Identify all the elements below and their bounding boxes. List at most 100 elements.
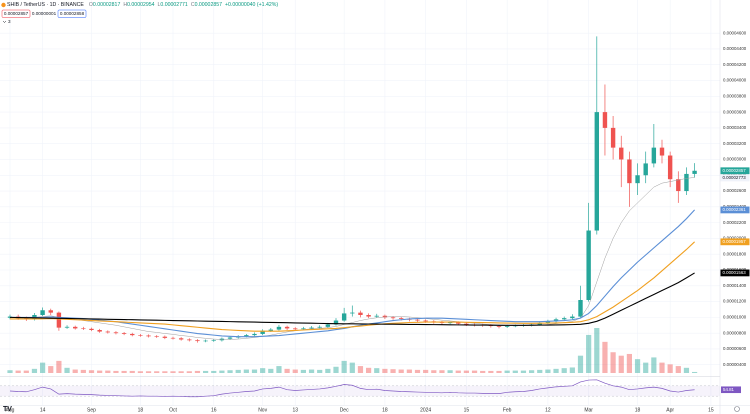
sell-button[interactable]: [1, 9, 31, 18]
volume-bar: [276, 366, 282, 373]
candle-body: [423, 320, 428, 322]
volume-bar: [333, 366, 339, 373]
ohlc-label: H: [123, 3, 127, 9]
ohlc-open: 0.00002817: [93, 3, 121, 9]
candle-body: [570, 316, 575, 319]
volume-bar: [463, 370, 469, 373]
candle-body: [464, 323, 469, 325]
candle-body: [496, 326, 502, 327]
volume-bar: [561, 368, 567, 373]
volume-bar: [626, 353, 632, 373]
volume-bar: [23, 370, 29, 373]
volume-bar: [594, 328, 600, 373]
volume-bar: [366, 367, 372, 373]
volume-bar: [504, 370, 510, 373]
volume-bar: [145, 371, 152, 373]
ohlc-label: O: [89, 3, 93, 9]
price-tag-label: 0.00001957: [723, 239, 747, 244]
volume-bar: [480, 370, 486, 373]
candle-body: [73, 326, 78, 329]
y-tick-label: 0.00004600: [723, 30, 747, 35]
candle-body: [244, 335, 249, 337]
candle-body: [97, 330, 102, 332]
candle-body: [627, 159, 632, 184]
volume-bar: [48, 366, 54, 373]
settings-button[interactable]: [734, 406, 740, 412]
x-tick-label: 18: [635, 407, 641, 413]
buy-button[interactable]: [57, 9, 87, 18]
volume-bar: [374, 368, 380, 373]
candle-body: [301, 328, 306, 330]
collapse-chevron[interactable]: [2, 20, 7, 23]
volume-bar: [162, 371, 168, 373]
ohlc-change: +0.00000040 (+1.42%): [225, 3, 278, 9]
x-tick-label: 13: [292, 407, 298, 413]
candle-body: [325, 324, 331, 327]
volume-bar: [154, 371, 160, 373]
volume-bar: [406, 369, 412, 373]
volume-bar: [414, 369, 421, 373]
candle-body: [610, 127, 616, 148]
candle-body: [203, 340, 208, 342]
candle-body: [358, 312, 363, 315]
logo: TV: [3, 406, 12, 413]
volume-bar: [553, 368, 559, 373]
moving-average-line: [10, 241, 695, 332]
x-tick-label: Apr: [666, 407, 674, 413]
volume-bar: [292, 369, 298, 373]
candle-body: [252, 333, 257, 336]
ohlc-label: C: [191, 3, 195, 9]
volume-bar: [211, 370, 217, 373]
volume-bar: [137, 371, 143, 373]
ohlc-high: 0.00002954: [127, 3, 155, 9]
y-tick-label: 0.00003000: [723, 157, 747, 162]
candle-body: [578, 300, 583, 317]
candle-body: [162, 336, 168, 338]
volume-bar: [235, 369, 241, 373]
y-tick-label: 0.00001800: [723, 251, 747, 256]
x-tick-label: 2024: [420, 407, 431, 413]
x-tick-label: Aug: [6, 407, 15, 413]
candle-body: [260, 330, 265, 334]
volume-bar: [618, 355, 624, 373]
volume-bar: [31, 368, 38, 373]
volume-bar: [529, 370, 535, 373]
grid: [0, 0, 720, 405]
volume-bar: [80, 369, 86, 373]
price-tag: [720, 206, 750, 214]
volume-bar: [692, 371, 698, 373]
candle-body: [659, 147, 665, 156]
volume-bar: [586, 334, 592, 373]
y-tick-label: 0.00004000: [723, 78, 747, 83]
candle-body: [333, 320, 339, 325]
volume-bar: [602, 341, 608, 373]
x-tick-label: Feb: [503, 407, 512, 413]
volume-bar: [186, 371, 192, 373]
candle-body: [415, 319, 420, 321]
price-tag: [720, 269, 750, 277]
volume-bar: [651, 357, 657, 373]
volume-bar: [643, 362, 649, 373]
volume-bar: [300, 369, 306, 373]
x-tick-label: 12: [545, 407, 551, 413]
volume-bar: [72, 369, 78, 373]
x-tick-label: 16: [211, 407, 217, 413]
volume-bar: [178, 371, 184, 373]
rsi-line: [9, 379, 695, 398]
candle-body: [651, 147, 657, 164]
candle-body: [545, 321, 551, 323]
volume-bar: [97, 370, 103, 373]
ohlc-label: L: [158, 3, 161, 9]
volume-bar: [683, 367, 690, 373]
header: SHIB / TetherUS · 1D · BINANCE O0.0000281…: [1, 3, 278, 24]
candle-body: [684, 173, 689, 192]
price-tag-label: 0.00002857: [723, 168, 747, 173]
symbol-title: SHIB / TetherUS · 1D · BINANCE: [7, 3, 84, 9]
candle-body: [170, 337, 176, 339]
volume-bar: [471, 370, 478, 373]
volume-bar: [455, 370, 461, 373]
candle-body: [64, 326, 70, 328]
candle-body: [513, 325, 518, 327]
candle-body: [619, 147, 624, 160]
volume-bar: [341, 360, 347, 373]
